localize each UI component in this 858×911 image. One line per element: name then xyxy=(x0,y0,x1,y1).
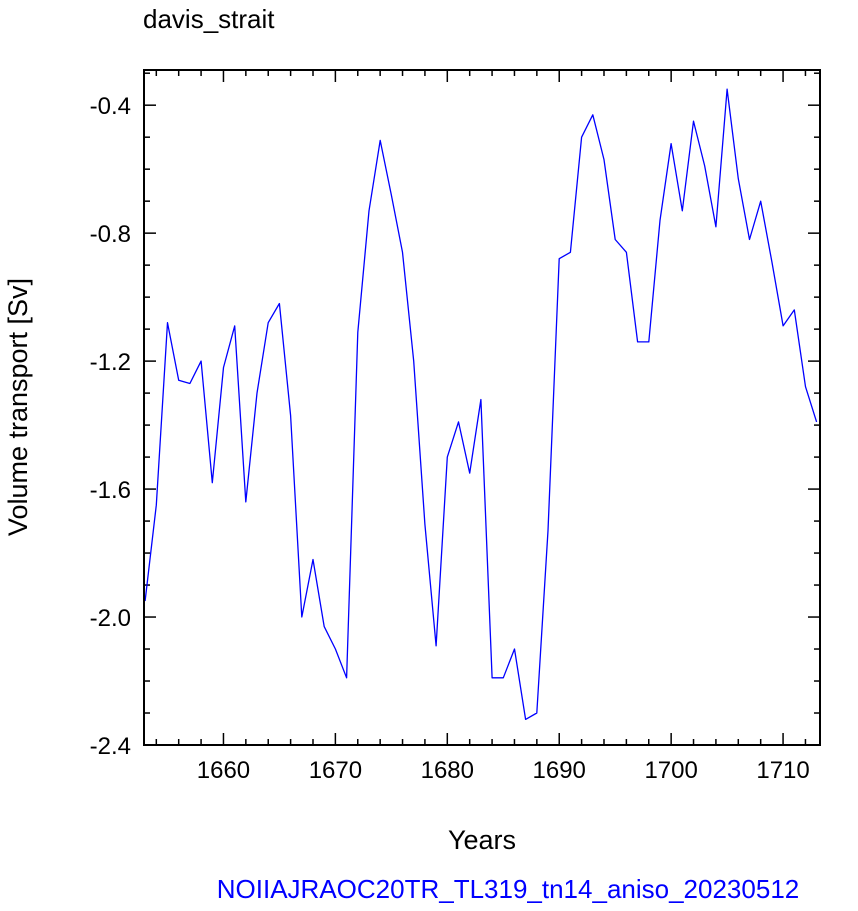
x-tick-label: 1700 xyxy=(644,757,697,784)
series-layer xyxy=(144,88,818,721)
plot-frame xyxy=(143,69,821,746)
series-line xyxy=(144,88,818,721)
x-tick-label: 1680 xyxy=(421,757,474,784)
y-tick-label: -1.2 xyxy=(90,349,131,376)
x-tick-label: 1710 xyxy=(756,757,809,784)
x-tick-label: 1690 xyxy=(533,757,586,784)
x-tick-label: 1660 xyxy=(197,757,250,784)
y-axis-label: Volume transport [Sv] xyxy=(3,278,33,536)
y-tick-label: -1.6 xyxy=(90,477,131,504)
y-tick-label: -2.4 xyxy=(90,733,131,760)
x-tick-label: 1670 xyxy=(309,757,362,784)
y-tick-label: -2.0 xyxy=(90,605,131,632)
run-id-label: NOIIAJRAOC20TR_TL319_tn14_aniso_20230512 xyxy=(217,874,800,904)
chart-title: davis_strait xyxy=(143,4,275,34)
x-axis-label: Years xyxy=(448,825,516,855)
tick-labels: 1660 1670 1680 1690 1700 1710 -2.4 -2.0 -1.6 -1.2… xyxy=(90,93,810,784)
y-tick-label: -0.8 xyxy=(90,221,131,248)
axis-ticks xyxy=(144,70,820,746)
y-tick-label: -0.4 xyxy=(90,93,131,120)
